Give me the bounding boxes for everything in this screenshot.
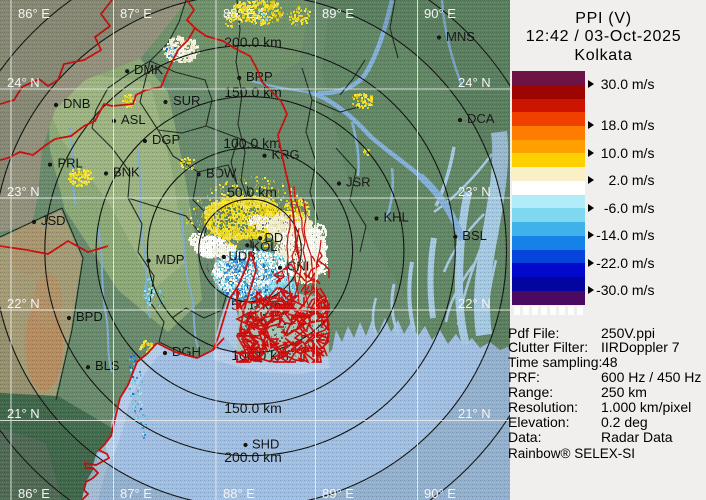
svg-text:88° E: 88° E: [223, 486, 255, 500]
svg-text:90° E: 90° E: [424, 486, 456, 500]
svg-text:23° N: 23° N: [458, 184, 491, 199]
svg-text:24° N: 24° N: [458, 75, 491, 90]
svg-text:90° E: 90° E: [424, 6, 456, 21]
svg-text:21° N: 21° N: [458, 406, 491, 421]
svg-text:87° E: 87° E: [120, 486, 152, 500]
svg-text:89° E: 89° E: [322, 486, 354, 500]
svg-text:86° E: 86° E: [18, 486, 50, 500]
svg-text:22° N: 22° N: [458, 296, 491, 311]
svg-text:87° E: 87° E: [120, 6, 152, 21]
svg-text:22° N: 22° N: [7, 296, 40, 311]
svg-text:21° N: 21° N: [7, 406, 40, 421]
svg-text:86° E: 86° E: [18, 6, 50, 21]
svg-text:24° N: 24° N: [7, 75, 40, 90]
svg-text:23° N: 23° N: [7, 184, 40, 199]
svg-text:89° E: 89° E: [322, 6, 354, 21]
svg-text:88° E: 88° E: [223, 6, 255, 21]
